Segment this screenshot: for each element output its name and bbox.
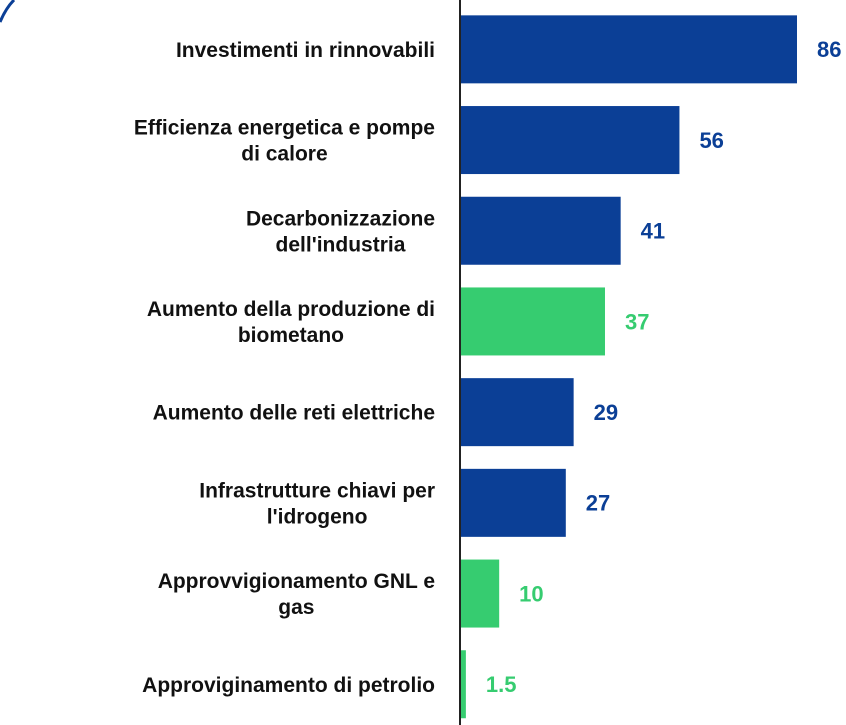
- category-label: biometano: [238, 324, 344, 347]
- bar: [461, 559, 500, 628]
- decoration: [0, 0, 16, 23]
- bar: [461, 287, 605, 356]
- category-label: l'idrogeno: [267, 505, 368, 528]
- bar: [461, 196, 621, 265]
- value-label: 41: [641, 219, 665, 244]
- category-label: gas: [278, 596, 314, 619]
- category-label: Aumento delle reti elettriche: [153, 402, 435, 425]
- value-label: 1.5: [486, 672, 517, 697]
- value-label: 10: [519, 581, 543, 606]
- bar: [461, 468, 566, 537]
- category-label: Investimenti in rinnovabili: [176, 39, 435, 62]
- category-label: Efficienza energetica e pompe: [134, 117, 435, 140]
- value-label: 27: [586, 491, 610, 516]
- category-label: Approvvigionamento GNL e: [158, 570, 435, 593]
- value-label: 56: [699, 128, 723, 153]
- category-label: Aumento della produzione di: [147, 298, 435, 321]
- value-label: 29: [594, 400, 618, 425]
- value-label: 37: [625, 309, 649, 334]
- category-label: Infrastrutture chiavi per: [199, 479, 435, 502]
- category-label: Approviginamento di petrolio: [142, 674, 435, 697]
- category-label: dell'industria: [276, 233, 406, 256]
- category-label: di calore: [241, 143, 327, 166]
- value-label: 86: [817, 37, 841, 62]
- bar: [461, 378, 574, 447]
- bar: [461, 15, 797, 84]
- bar: [461, 650, 466, 719]
- bar: [461, 106, 680, 175]
- category-label: Decarbonizzazione: [246, 207, 435, 230]
